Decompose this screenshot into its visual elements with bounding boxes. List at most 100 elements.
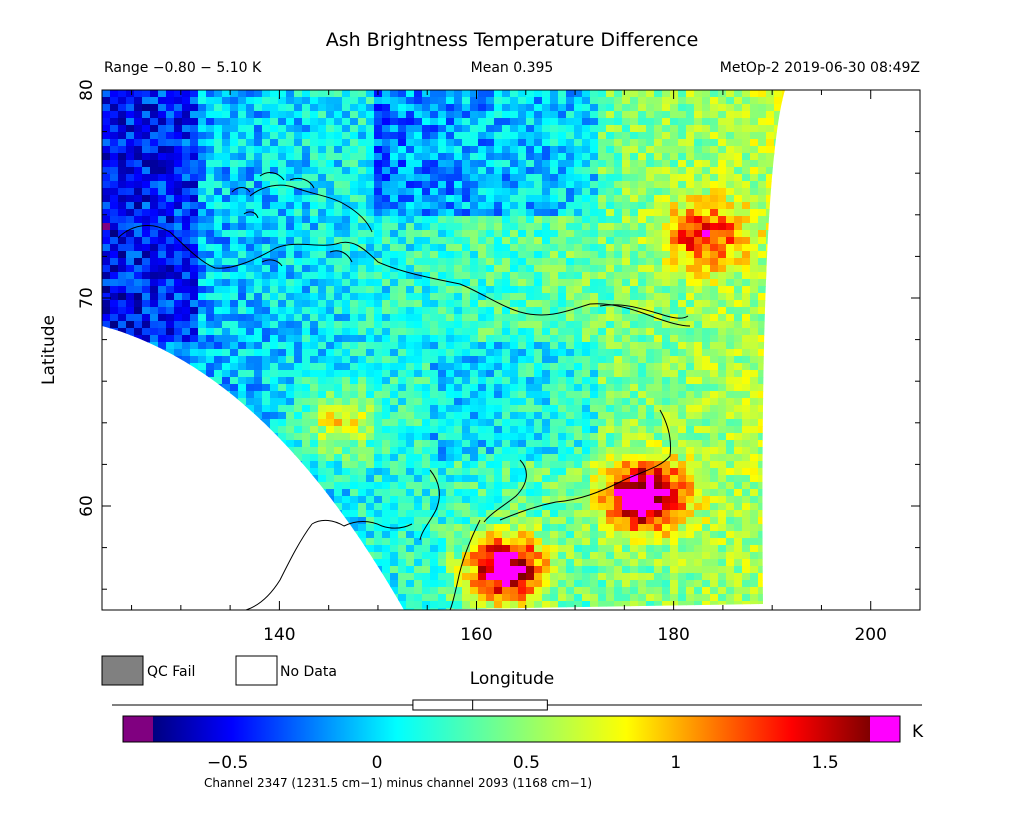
heatmap-cell (438, 349, 447, 357)
heatmap-cell (366, 223, 375, 231)
heatmap-cell (470, 230, 479, 238)
heatmap-cell (614, 279, 623, 287)
heatmap-cell (598, 132, 607, 140)
heatmap-cell (494, 146, 503, 154)
heatmap-cell (318, 258, 327, 266)
heatmap-cell (262, 132, 271, 140)
heatmap-cell (182, 314, 191, 322)
heatmap-cell (614, 223, 623, 231)
heatmap-cell (190, 363, 199, 371)
heatmap-cell (526, 251, 535, 259)
heatmap-cell (718, 146, 727, 154)
heatmap-cell (150, 335, 159, 343)
heatmap-cell (366, 328, 375, 336)
heatmap-cell (590, 167, 599, 175)
heatmap-cell (142, 174, 151, 182)
heatmap-cell (502, 223, 511, 231)
heatmap-cell (550, 104, 559, 112)
heatmap-cell (110, 118, 119, 126)
heatmap-cell (286, 349, 295, 357)
heatmap-cell (566, 97, 575, 105)
heatmap-cell (710, 230, 719, 238)
heatmap-cell (654, 391, 663, 399)
heatmap-cell (590, 279, 599, 287)
heatmap-cell (214, 328, 223, 336)
heatmap-cell (254, 293, 263, 301)
heatmap-cell (342, 125, 351, 133)
heatmap-cell (494, 468, 503, 476)
heatmap-cell (766, 118, 775, 126)
heatmap-cell (550, 209, 559, 217)
heatmap-cell (670, 321, 679, 329)
heatmap-cell (566, 153, 575, 161)
heatmap-cell (350, 454, 359, 462)
heatmap-cell (382, 314, 391, 322)
heatmap-cell (574, 265, 583, 273)
heatmap-cell (214, 188, 223, 196)
heatmap-cell (246, 104, 255, 112)
heatmap-cell (366, 377, 375, 385)
heatmap-cell (510, 272, 519, 280)
heatmap-cell (318, 468, 327, 476)
heatmap-cell (334, 202, 343, 210)
heatmap-cell (678, 468, 687, 476)
heatmap-cell (270, 363, 279, 371)
heatmap-cell (310, 202, 319, 210)
heatmap-cell (390, 97, 399, 105)
heatmap-cell (430, 174, 439, 182)
heatmap-cell (494, 167, 503, 175)
heatmap-cell (446, 321, 455, 329)
heatmap-cell (574, 461, 583, 469)
heatmap-cell (622, 461, 631, 469)
heatmap-cell (374, 202, 383, 210)
heatmap-cell (486, 349, 495, 357)
heatmap-cell (614, 153, 623, 161)
heatmap-cell (342, 97, 351, 105)
heatmap-cell (742, 482, 751, 490)
heatmap-cell (686, 230, 695, 238)
heatmap-cell (694, 349, 703, 357)
heatmap-cell (726, 251, 735, 259)
heatmap-cell (190, 111, 199, 119)
heatmap-cell (254, 139, 263, 147)
heatmap-cell (438, 398, 447, 406)
heatmap-cell (470, 202, 479, 210)
heatmap-cell (142, 265, 151, 273)
heatmap-cell (246, 391, 255, 399)
heatmap-cell (334, 342, 343, 350)
heatmap-cell (374, 251, 383, 259)
heatmap-cell (422, 216, 431, 224)
heatmap-cell (718, 188, 727, 196)
heatmap-cell (726, 349, 735, 357)
heatmap-cell (126, 307, 135, 315)
heatmap-cell (606, 111, 615, 119)
heatmap-cell (758, 174, 767, 182)
heatmap-cell (758, 356, 767, 364)
heatmap-cell (614, 125, 623, 133)
heatmap-cell (382, 489, 391, 497)
heatmap-cell (742, 461, 751, 469)
heatmap-cell (622, 195, 631, 203)
heatmap-cell (646, 342, 655, 350)
heatmap-cell (302, 293, 311, 301)
heatmap-cell (478, 251, 487, 259)
heatmap-cell (758, 153, 767, 161)
heatmap-cell (574, 391, 583, 399)
heatmap-cell (150, 286, 159, 294)
heatmap-cell (622, 335, 631, 343)
heatmap-cell (630, 384, 639, 392)
heatmap-cell (526, 153, 535, 161)
heatmap-cell (542, 139, 551, 147)
heatmap-cell (566, 335, 575, 343)
heatmap-cell (118, 328, 127, 336)
heatmap-cell (718, 405, 727, 413)
heatmap-cell (510, 97, 519, 105)
heatmap-cell (478, 181, 487, 189)
heatmap-cell (662, 468, 671, 476)
heatmap-cell (446, 482, 455, 490)
heatmap-cell (622, 97, 631, 105)
heatmap-cell (454, 300, 463, 308)
heatmap-cell (118, 139, 127, 147)
heatmap-cell (534, 160, 543, 168)
heatmap-cell (678, 167, 687, 175)
